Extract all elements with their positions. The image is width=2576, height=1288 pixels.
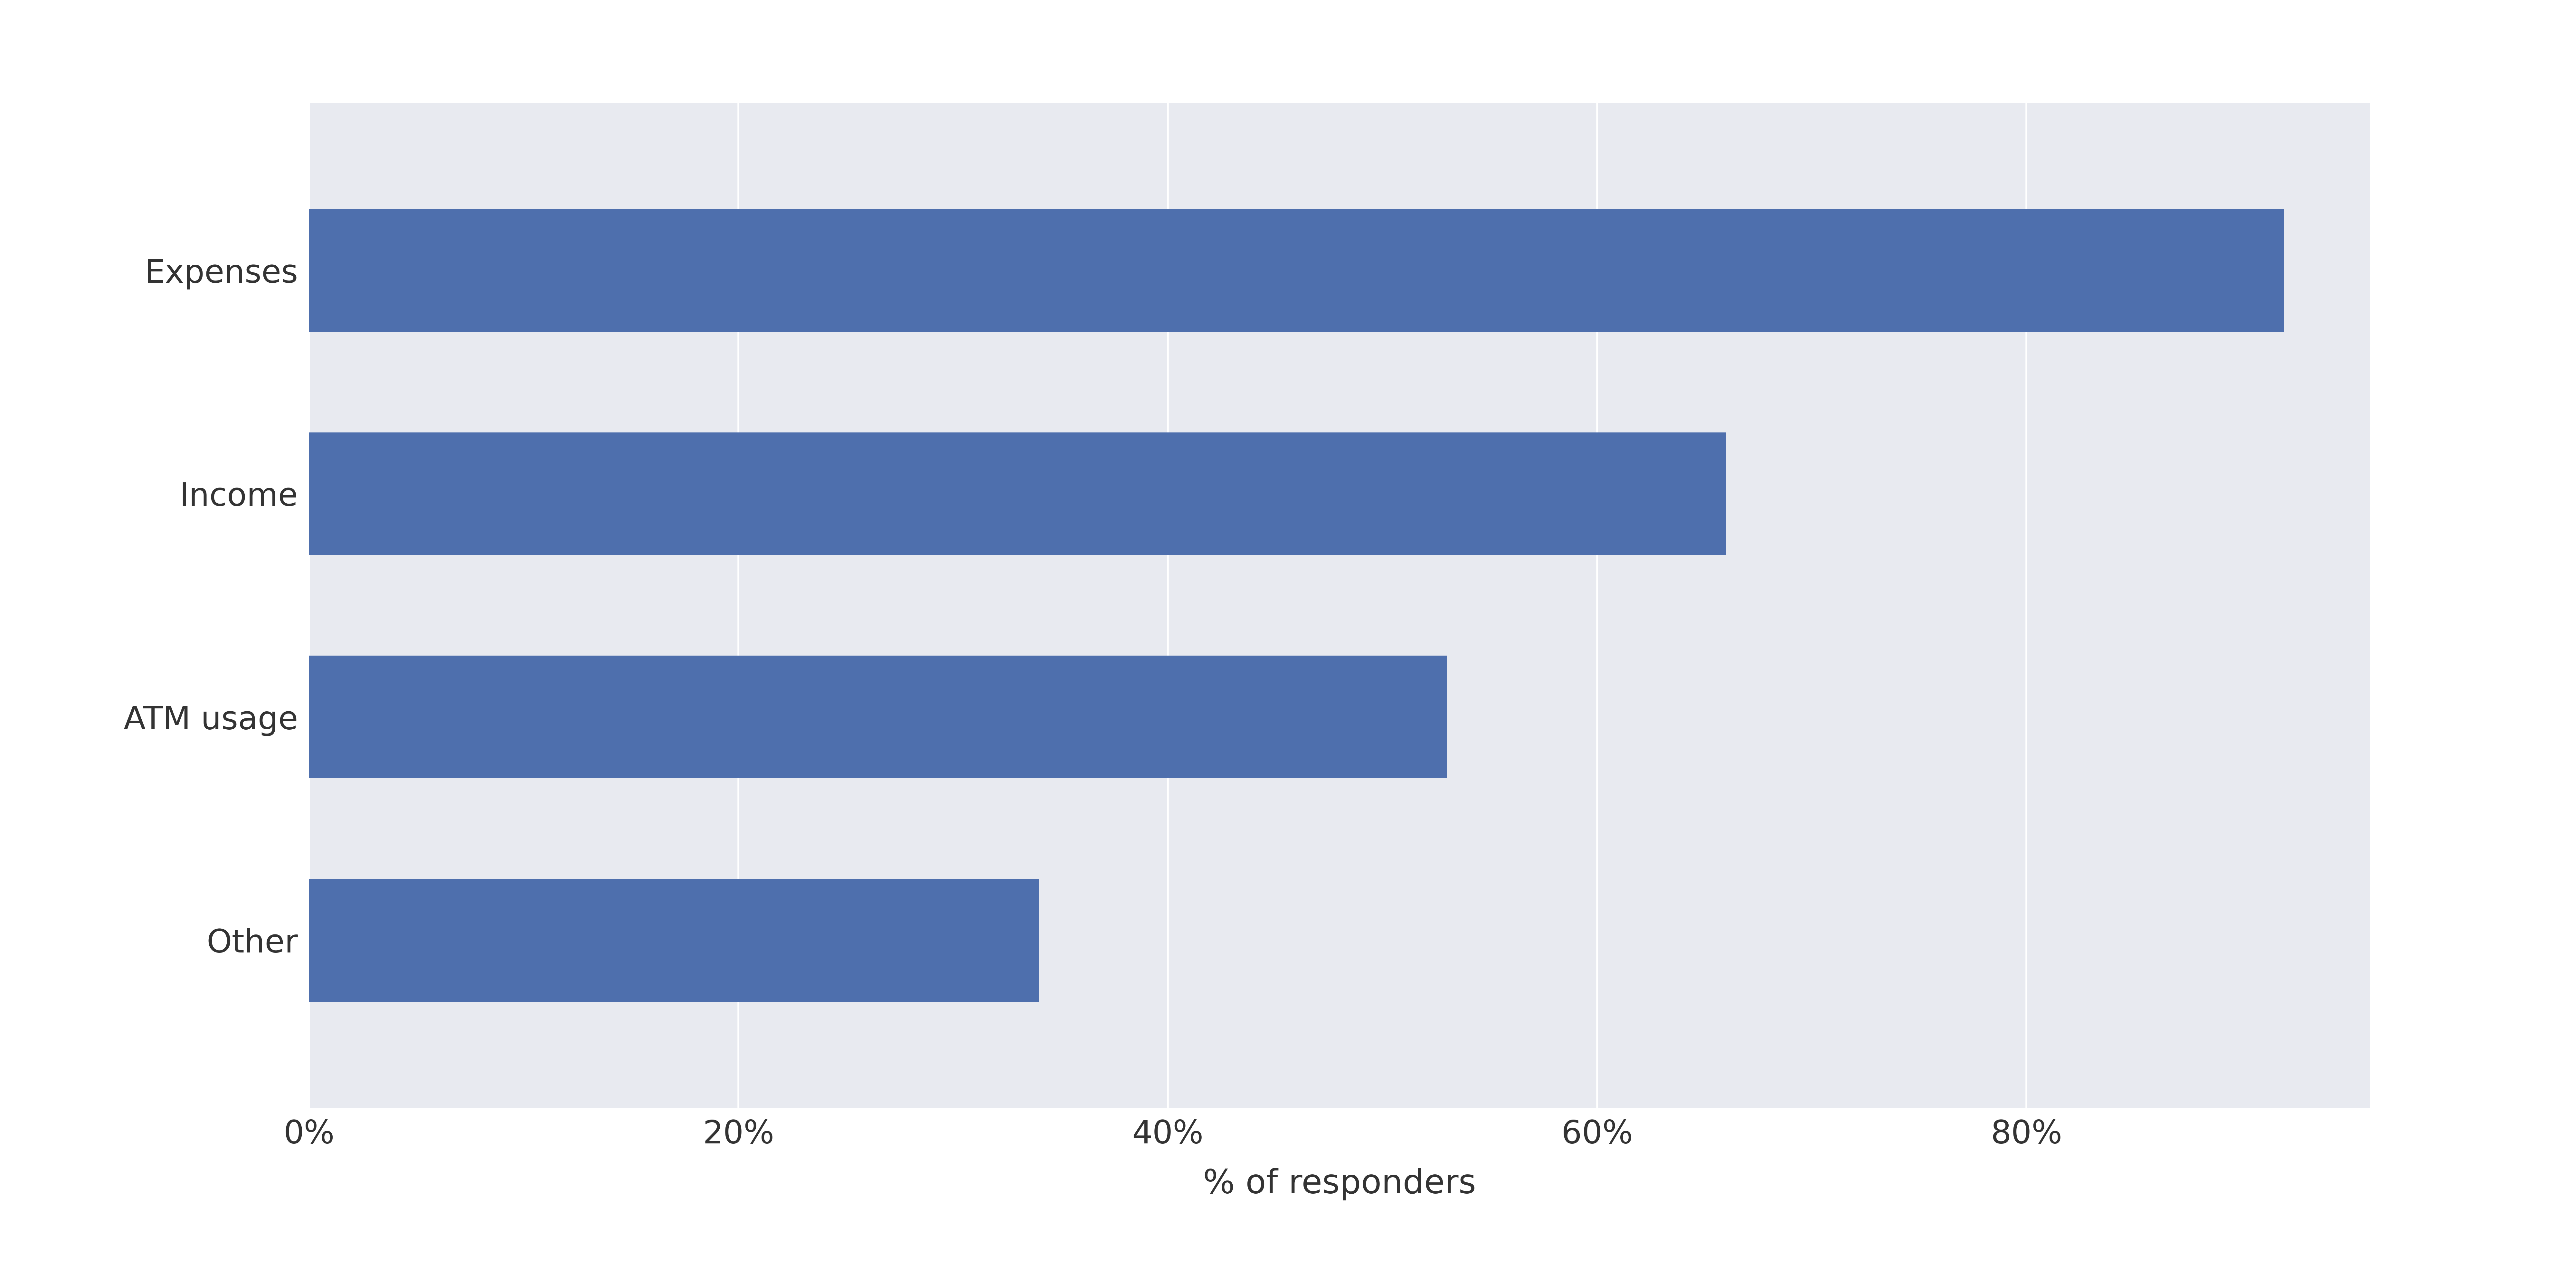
X-axis label: % of responders: % of responders (1203, 1168, 1476, 1200)
Bar (309, 433, 1726, 555)
Bar (309, 878, 1038, 1002)
Bar (309, 209, 2285, 332)
Bar (309, 656, 1448, 778)
